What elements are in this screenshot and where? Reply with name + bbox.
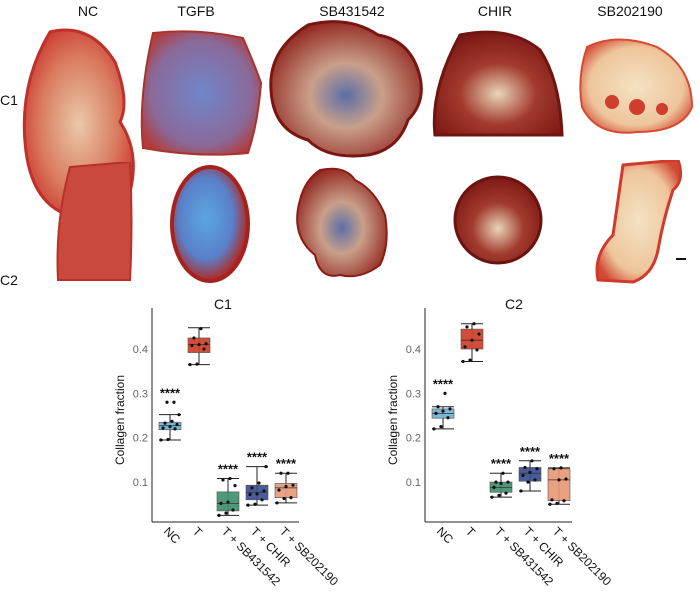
significance-label: ****: [218, 462, 239, 477]
x-tick-label: T: [463, 524, 479, 540]
significance-label: ****: [433, 376, 454, 391]
significance-label: ****: [247, 450, 268, 465]
scale-bar: [676, 258, 686, 260]
box-t-sb202190: [547, 466, 571, 506]
box-nc: [431, 391, 455, 431]
column-label-chir: CHIR: [477, 3, 513, 19]
boxplot-chart-c1: C1 0.1 0.2 0.3 0.4 Collagen fraction **** NC T **…: [113, 296, 341, 589]
tissue-image-c2-sb431542: [296, 167, 388, 278]
significance-label: ****: [160, 385, 181, 400]
tissue-image-c2-tgfb: [170, 165, 250, 283]
tissue-image-c1-sb202190: [579, 38, 694, 134]
chart-title: C2: [505, 296, 523, 312]
x-tick-label: NC: [161, 524, 183, 546]
box-t-sb202190: [274, 471, 298, 505]
chart-title: C1: [214, 296, 232, 312]
column-label-tgfb: TGFB: [177, 3, 215, 19]
y-axis-label: Collagen fraction: [113, 375, 127, 465]
significance-label: ****: [491, 456, 512, 471]
y-tick-label: 0.4: [406, 344, 421, 356]
tissue-image-c2-chir: [453, 175, 543, 265]
column-label-sb431542: SB431542: [319, 3, 385, 19]
y-tick-label: 0.4: [133, 344, 148, 356]
significance-label: ****: [520, 444, 541, 459]
box-nc: [158, 400, 182, 442]
row-label-c2: C2: [0, 272, 18, 288]
y-tick-label: 0.2: [406, 433, 421, 445]
box-t: [187, 327, 211, 367]
tissue-image-c2-sb202190: [595, 160, 683, 284]
tissue-image-c2-nc: [56, 162, 133, 281]
box-t-sb431542: [489, 471, 513, 499]
row-label-c1: C1: [0, 92, 18, 108]
significance-label: ****: [276, 456, 297, 471]
y-axis-label: Collagen fraction: [386, 375, 400, 465]
y-tick-label: 0.3: [133, 388, 148, 400]
y-tick-label: 0.1: [406, 477, 421, 489]
box-t: [460, 322, 484, 364]
boxplot-chart-c2: C2 0.1 0.2 0.3 0.4 Collagen fraction **** NC T **…: [386, 296, 614, 589]
box-t-sb431542: [216, 476, 240, 517]
box-t-chir: [245, 464, 269, 507]
y-tick-label: 0.1: [133, 477, 148, 489]
significance-label: ****: [549, 451, 570, 466]
tissue-image-c1-sb431542: [269, 20, 423, 158]
tissue-image-c1-tgfb: [140, 30, 263, 156]
box-t-chir: [518, 459, 542, 493]
y-tick-label: 0.3: [406, 388, 421, 400]
x-tick-label: T: [190, 524, 206, 540]
y-tick-label: 0.2: [133, 433, 148, 445]
x-tick-label: NC: [434, 524, 456, 546]
column-label-nc: NC: [77, 3, 99, 19]
column-label-sb202190: SB202190: [597, 3, 663, 19]
tissue-image-c1-chir: [432, 30, 564, 137]
